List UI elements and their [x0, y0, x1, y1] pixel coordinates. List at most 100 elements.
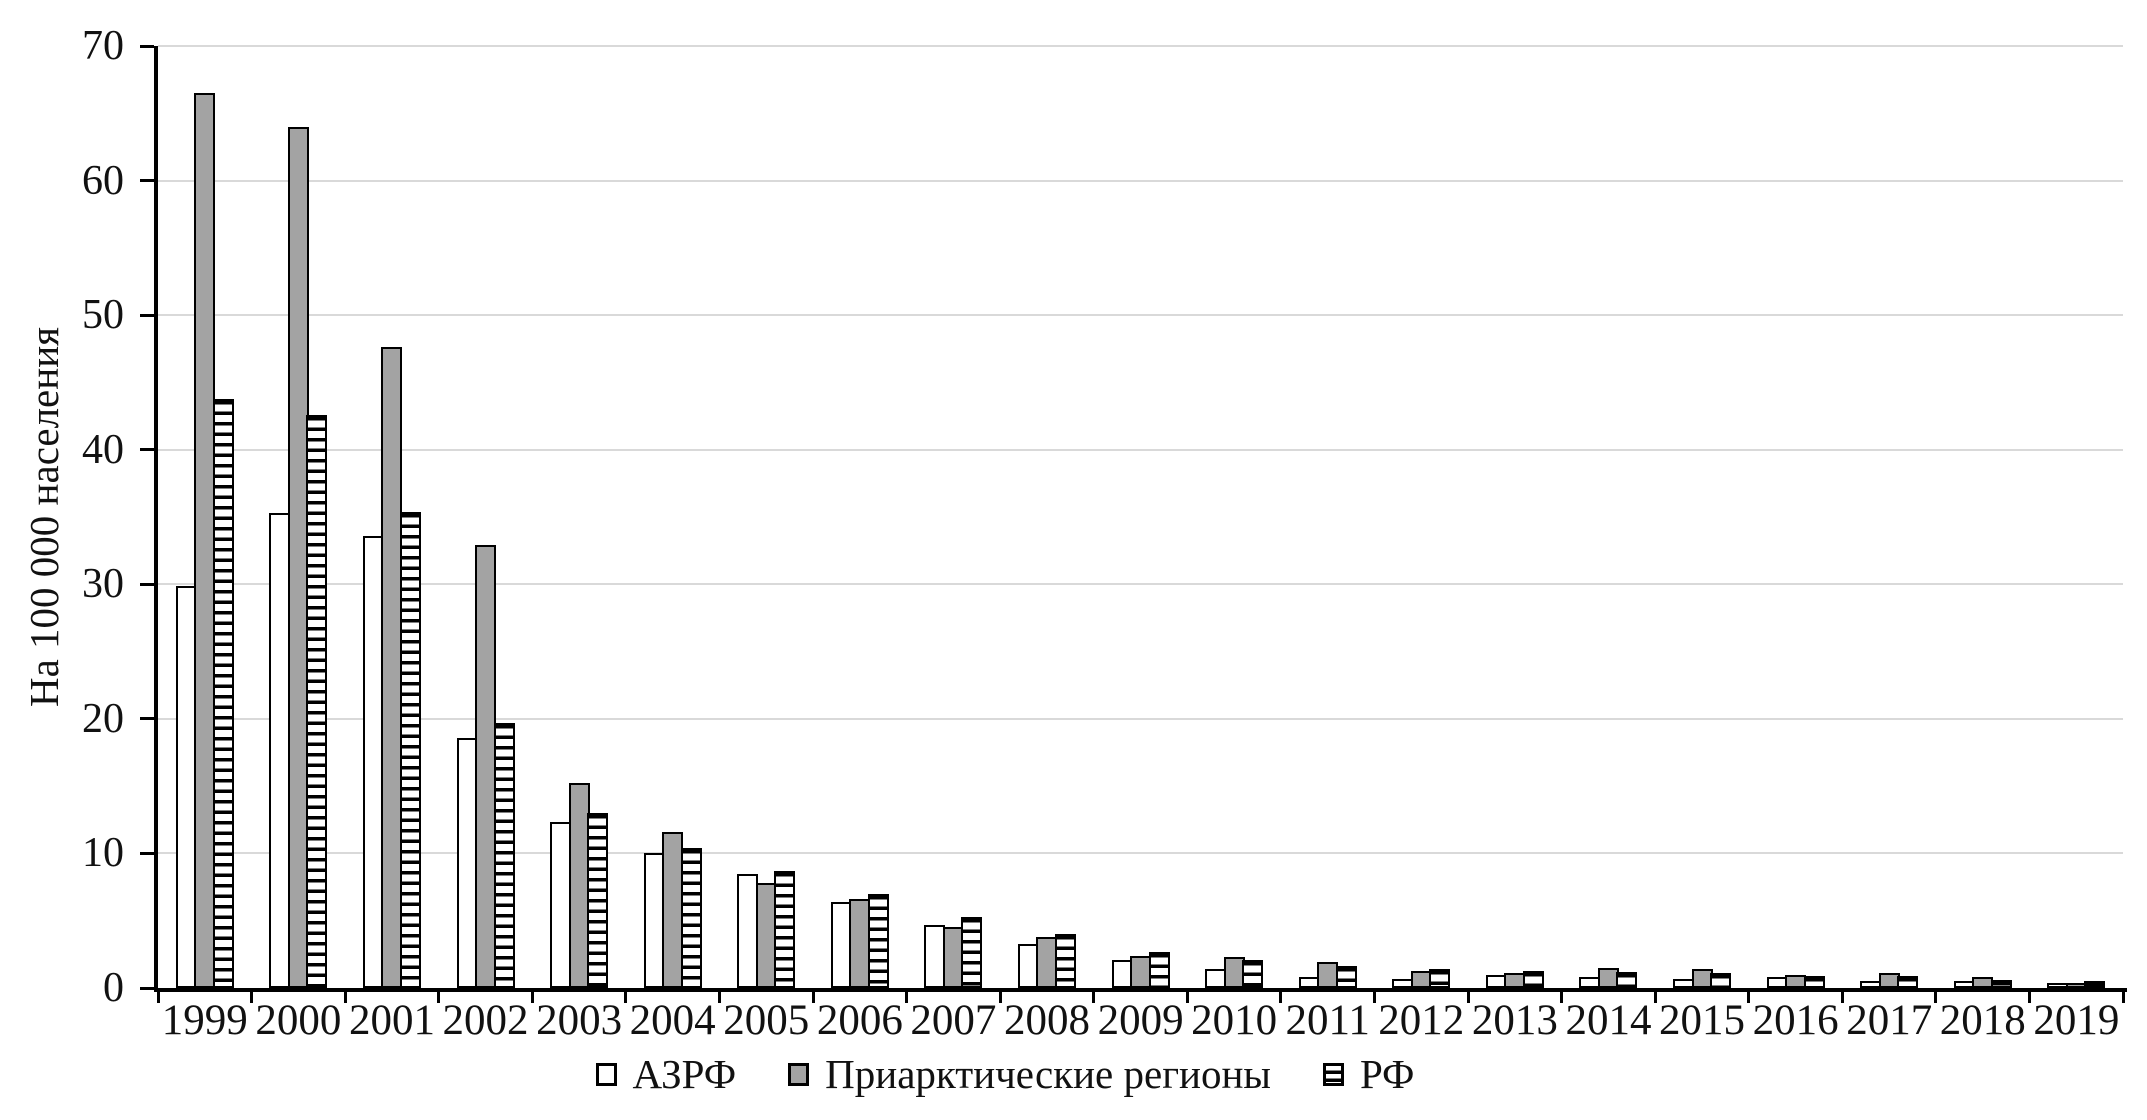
legend-item-priarctic: Приарктические регионы [788, 1052, 1271, 1096]
gridline [158, 179, 2123, 182]
legend-item-rf: РФ [1322, 1051, 1415, 1097]
x-tick-label-2016: 2016 [1752, 997, 1839, 1044]
x-tick-label-2005: 2005 [723, 997, 810, 1044]
x-axis-tick [1372, 988, 1376, 1003]
bar-rf-2004 [680, 848, 702, 988]
legend-item-azrf: АЗРФ [595, 1052, 736, 1096]
bar-group-2007 [907, 46, 1001, 988]
x-axis-tick [2121, 988, 2125, 1003]
y-axis-tick [140, 44, 154, 48]
x-axis-tick [998, 988, 1002, 1003]
bar-rf-2015 [1710, 973, 1732, 988]
gridline [158, 717, 2123, 720]
bar-rf-2003 [587, 813, 609, 988]
gridline [158, 583, 2123, 586]
bar-rf-2001 [399, 511, 421, 988]
y-axis-tick [140, 448, 154, 452]
bar-group-2001 [345, 46, 439, 988]
x-tick-label-2017: 2017 [1846, 997, 1933, 1044]
x-axis-tick [343, 988, 347, 1003]
bar-group-2014 [1562, 46, 1656, 988]
bar-rf-2014 [1616, 971, 1638, 988]
bar-group-2018 [1936, 46, 2030, 988]
y-tick-label: 30 [82, 561, 124, 608]
bar-rf-1999 [212, 398, 234, 988]
legend-label-priarctic: Приарктические регионы [825, 1051, 1271, 1097]
x-tick-label-2008: 2008 [1003, 997, 1090, 1044]
bar-group-2002 [439, 46, 533, 988]
y-axis-tick [140, 313, 154, 317]
gridline [158, 45, 2123, 47]
bar-rf-2017 [1897, 975, 1919, 988]
legend-marker-rf-icon [1322, 1062, 1344, 1086]
x-tick-label-1999: 1999 [161, 997, 248, 1044]
bar-group-2010 [1187, 46, 1281, 988]
y-tick-label: 40 [82, 426, 124, 473]
bar-group-2012 [1375, 46, 1469, 988]
bar-rf-2009 [1148, 951, 1170, 988]
legend-marker-azrf-icon [595, 1062, 617, 1086]
bar-group-2015 [1655, 46, 1749, 988]
x-tick-label-2007: 2007 [910, 997, 997, 1044]
x-tick-label-2019: 2019 [2033, 997, 2120, 1044]
x-tick-label-2006: 2006 [816, 997, 903, 1044]
x-axis-tick [1653, 988, 1657, 1003]
y-axis-tick [140, 986, 154, 990]
x-tick-label-2002: 2002 [442, 997, 529, 1044]
bar-group-2009 [1094, 46, 1188, 988]
y-tick-label: 20 [82, 695, 124, 742]
x-tick-label-2004: 2004 [629, 997, 716, 1044]
bar-group-2000 [252, 46, 346, 988]
bar-group-2003 [532, 46, 626, 988]
bar-group-2004 [626, 46, 720, 988]
x-tick-label-2011: 2011 [1285, 997, 1370, 1044]
x-axis-tick [1185, 988, 1189, 1003]
bar-group-1999 [158, 46, 252, 988]
bars-layer [158, 46, 2123, 988]
chart-legend: АЗРФ Приарктические регионы РФ [0, 1052, 2010, 1096]
x-tick-label-2015: 2015 [1659, 997, 1746, 1044]
x-tick-label-2009: 2009 [1097, 997, 1184, 1044]
bar-rf-2006 [867, 893, 889, 988]
x-axis-tick [624, 988, 628, 1003]
x-axis-tick [1466, 988, 1470, 1003]
bar-group-2019 [2030, 46, 2124, 988]
x-axis-tick [1934, 988, 1938, 1003]
gridline [158, 314, 2123, 317]
y-axis-tick [140, 179, 154, 183]
bar-group-2017 [1842, 46, 1936, 988]
x-axis-tick [1560, 988, 1564, 1003]
x-axis-tick [717, 988, 721, 1003]
x-tick-label-2000: 2000 [255, 997, 342, 1044]
bar-rf-2002 [493, 722, 515, 988]
gridline [158, 448, 2123, 451]
x-axis-tick [811, 988, 815, 1003]
x-tick-label-2010: 2010 [1191, 997, 1278, 1044]
gridline [158, 852, 2123, 855]
bar-rf-2013 [1522, 970, 1544, 988]
x-axis-tick [1747, 988, 1751, 1003]
bar-group-2016 [1749, 46, 1843, 988]
bar-rf-2016 [1803, 975, 1825, 988]
x-tick-label-2001: 2001 [348, 997, 435, 1044]
y-axis-tick [140, 851, 154, 855]
bar-rf-2007 [961, 916, 983, 988]
x-axis-tick [905, 988, 909, 1003]
bar-rf-2010 [1242, 959, 1264, 988]
y-tick-label: 60 [82, 157, 124, 204]
x-axis-tick [1092, 988, 1096, 1003]
y-axis-tick [140, 717, 154, 721]
y-axis-tick [140, 582, 154, 586]
x-axis-tick [2027, 988, 2031, 1003]
bar-rf-2012 [1429, 969, 1451, 988]
bar-group-2005 [719, 46, 813, 988]
x-tick-label-2014: 2014 [1565, 997, 1652, 1044]
plot-area [140, 44, 2127, 992]
legend-label-rf: РФ [1359, 1051, 1415, 1097]
bar-rf-2011 [1335, 966, 1357, 988]
x-axis-tick [530, 988, 534, 1003]
bar-group-2011 [1281, 46, 1375, 988]
x-axis-tick [156, 988, 160, 1003]
bar-rf-2019 [2084, 981, 2106, 988]
